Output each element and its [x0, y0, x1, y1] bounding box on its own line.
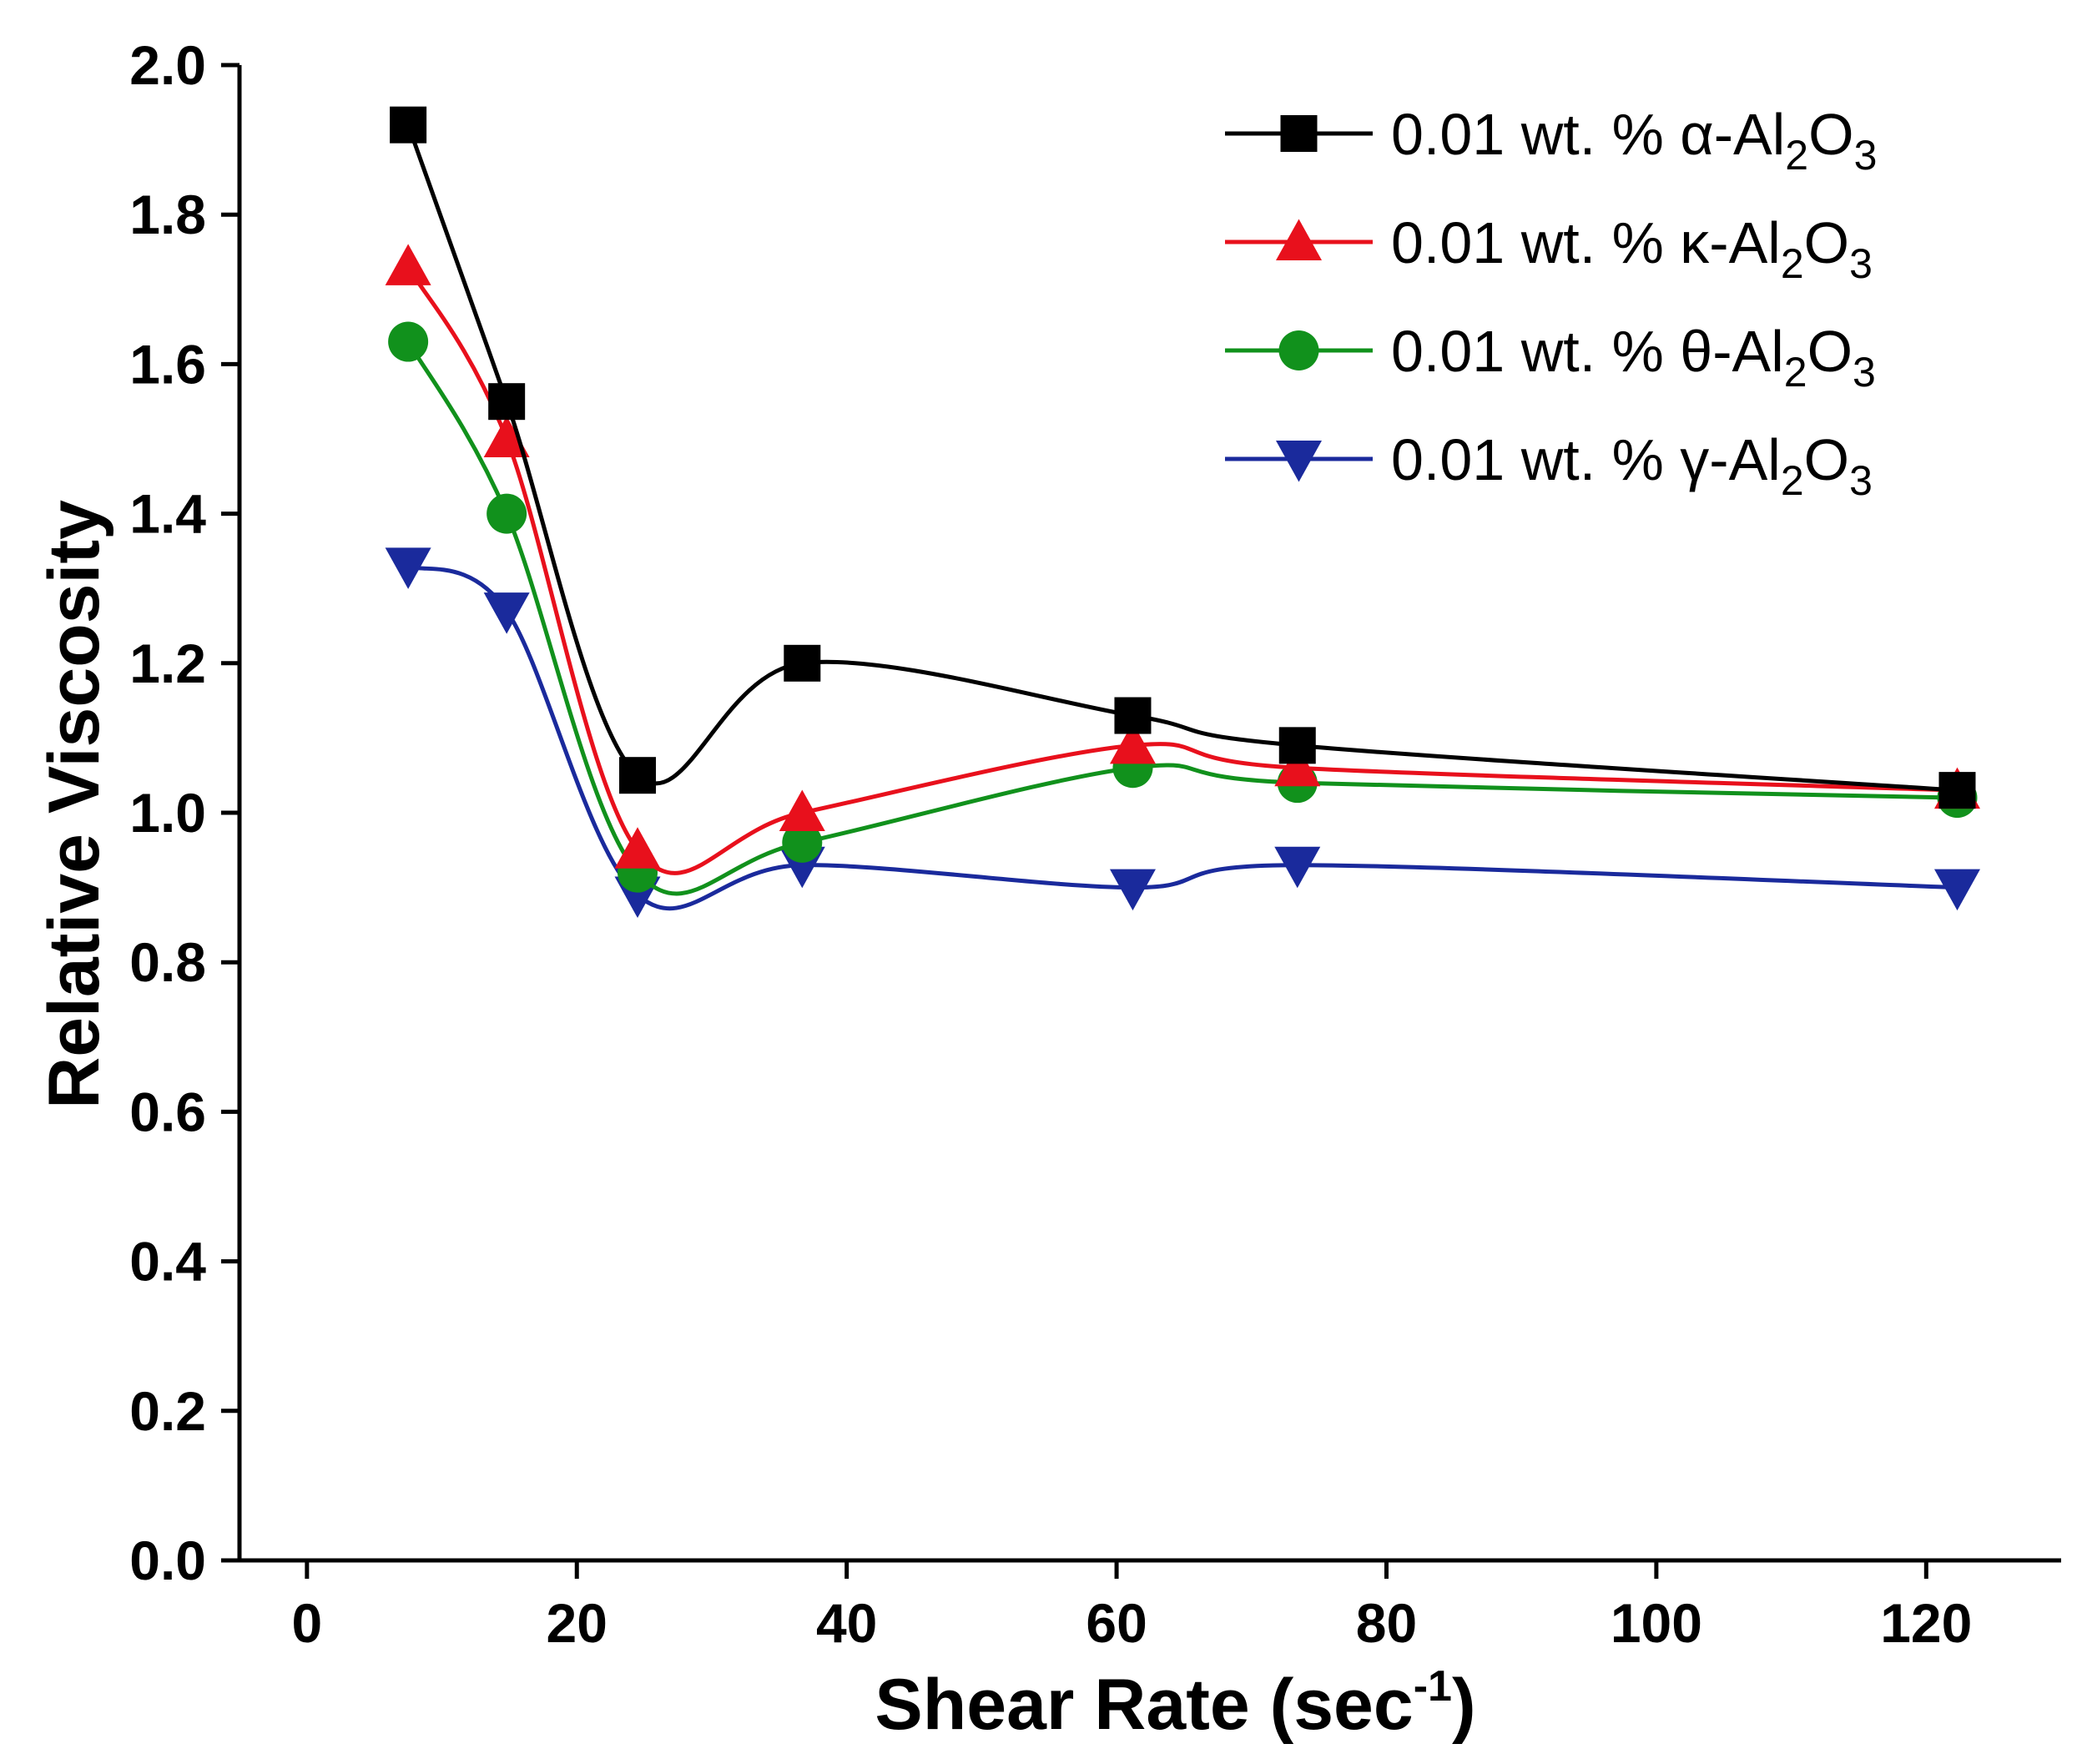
series-line — [406, 265, 1958, 875]
legend-label-mid: O — [1804, 427, 1849, 492]
x-tick-label: 40 — [816, 1592, 877, 1654]
legend-marker — [1276, 219, 1322, 260]
legend-entry: 0.01 wt. % α-Al2O3 — [1225, 102, 1877, 179]
x-tick-label: 120 — [1880, 1592, 1972, 1654]
x-tick-label: 0 — [291, 1592, 322, 1654]
x-tick-label: 20 — [547, 1592, 607, 1654]
data-point — [388, 321, 429, 362]
legend-label-prefix: 0.01 wt. % γ-Al — [1391, 427, 1781, 492]
legend-label-prefix: 0.01 wt. % α-Al — [1391, 102, 1785, 167]
y-tick-label: 0.4 — [129, 1231, 206, 1293]
legend-label: 0.01 wt. % θ-Al2O3 — [1391, 319, 1876, 396]
series-line — [406, 123, 1958, 793]
legend-entry: 0.01 wt. % θ-Al2O3 — [1225, 319, 1876, 396]
y-tick-label: 2.0 — [129, 34, 206, 96]
series-line — [407, 563, 1958, 911]
legend-marker — [1276, 441, 1322, 482]
y-tick-label: 0.6 — [129, 1081, 206, 1142]
legend-marker — [1280, 115, 1318, 152]
y-tick-label: 1.0 — [129, 782, 206, 844]
legend-subscript: 2 — [1781, 240, 1804, 287]
series-0 — [390, 106, 1976, 809]
data-point — [1933, 869, 1980, 911]
data-point — [483, 416, 530, 457]
data-point — [1114, 697, 1152, 734]
series-2 — [388, 321, 1978, 896]
data-point — [385, 244, 431, 285]
legend-subscript: 2 — [1781, 457, 1804, 504]
series-line — [406, 340, 1958, 896]
legend-label: 0.01 wt. % α-Al2O3 — [1391, 102, 1877, 179]
axis-titles: Shear Rate (sec-1) Relative Viscosity — [34, 500, 1476, 1745]
x-tick-label: 60 — [1086, 1592, 1147, 1654]
x-tick-label: 100 — [1611, 1592, 1702, 1654]
legend-label: 0.01 wt. % γ-Al2O3 — [1391, 427, 1873, 504]
legend-label-mid: O — [1808, 102, 1853, 167]
x-axis-title-suffix: ) — [1452, 1665, 1476, 1745]
legend-label: 0.01 wt. % κ-Al2O3 — [1391, 210, 1873, 287]
y-tick-label: 1.8 — [129, 184, 206, 245]
data-point — [1274, 846, 1321, 889]
data-point — [483, 592, 530, 634]
x-axis-title: Shear Rate (sec-1) — [875, 1662, 1475, 1745]
legend-subscript: 3 — [1849, 457, 1873, 504]
legend-subscript: 2 — [1785, 132, 1808, 179]
legend-label-prefix: 0.01 wt. % κ-Al — [1391, 210, 1781, 275]
data-point — [385, 547, 431, 589]
y-tick-label: 1.2 — [129, 633, 206, 694]
legend-entry: 0.01 wt. % κ-Al2O3 — [1225, 210, 1873, 287]
legend-subscript: 2 — [1784, 349, 1807, 396]
series-1 — [385, 244, 1980, 875]
data-point — [488, 383, 526, 421]
legend-label-prefix: 0.01 wt. % θ-Al — [1391, 319, 1784, 384]
data-point — [779, 789, 825, 831]
legend-label-mid: O — [1807, 319, 1853, 384]
axes: 0.0 0.2 0.4 0.6 0.8 1.0 1.2 1.4 1.6 1.8 2.0 0 20 40 60… — [129, 34, 2061, 1654]
legend-entry: 0.01 wt. % γ-Al2O3 — [1225, 427, 1873, 504]
data-point — [1274, 744, 1321, 787]
legend-subscript: 3 — [1854, 132, 1878, 179]
data-point — [1109, 869, 1156, 911]
data-point — [1109, 722, 1156, 764]
data-point — [784, 644, 821, 682]
x-axis-title-main: Shear Rate (sec — [875, 1665, 1413, 1745]
legend-subscript: 3 — [1853, 349, 1876, 396]
legend-subscript: 3 — [1849, 240, 1873, 287]
x-tick-label: 80 — [1356, 1592, 1417, 1654]
y-axis-title: Relative Viscosity — [34, 500, 114, 1109]
legend-marker — [1278, 330, 1319, 370]
data-point — [1938, 772, 1976, 809]
data-point — [619, 757, 657, 794]
x-axis-title-superscript: -1 — [1414, 1662, 1452, 1711]
data-point — [486, 493, 527, 534]
y-tick-label: 0.2 — [129, 1380, 206, 1442]
y-tick-label: 1.4 — [129, 483, 206, 545]
y-tick-label: 1.6 — [129, 333, 206, 395]
data-point — [782, 822, 823, 863]
data-point — [614, 827, 661, 869]
y-tick-label: 0.8 — [129, 931, 206, 993]
data-point — [1278, 727, 1316, 764]
data-point — [390, 106, 427, 144]
series-layer — [385, 106, 1980, 919]
y-tick-label: 0.0 — [129, 1530, 206, 1591]
legend-label-mid: O — [1804, 210, 1849, 275]
